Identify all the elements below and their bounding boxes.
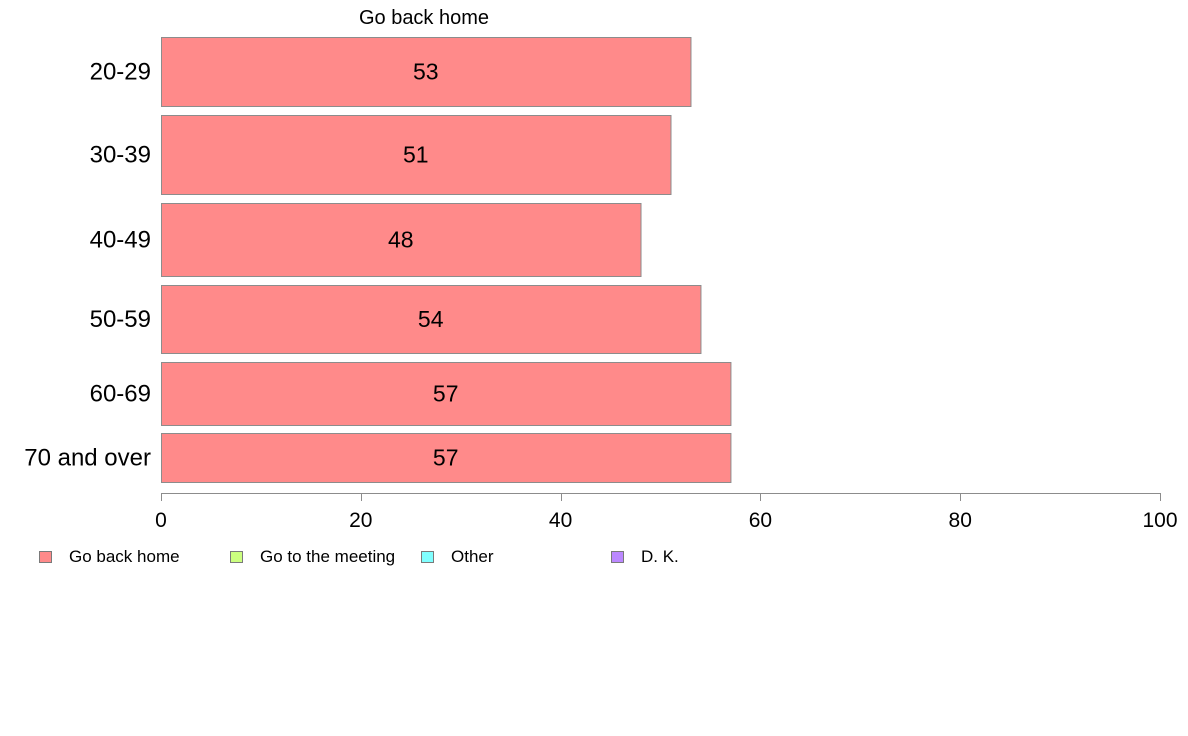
data-label-30-39: 51	[403, 142, 429, 168]
x-tick-label-100: 100	[1142, 509, 1177, 532]
legend-item-dk: D. K.	[611, 546, 679, 568]
y-tick-label-20-29: 20-29	[90, 59, 151, 86]
y-tick-label-60-69: 60-69	[90, 381, 151, 408]
bar-30-39	[161, 115, 672, 195]
legend-label-go-to-the-meeting: Go to the meeting	[260, 547, 396, 566]
y-tick-label-30-39: 30-39	[90, 142, 151, 169]
bar-70-and-over	[161, 433, 732, 483]
legend: Go back home Go to the meeting Other D. …	[0, 546, 1188, 568]
x-tick-label-40: 40	[549, 509, 572, 532]
legend-swatch-go-back-home	[39, 551, 52, 563]
series-title: Go back home	[359, 7, 489, 29]
legend-label-other: Other	[451, 547, 494, 566]
bar-40-49	[161, 203, 642, 277]
legend-swatch-go-to-the-meeting	[230, 551, 243, 563]
bars-group: 53 51 48 54 57 57	[161, 37, 732, 483]
data-label-20-29: 53	[413, 59, 439, 85]
legend-label-go-back-home: Go back home	[69, 547, 180, 566]
bar-20-29	[161, 37, 692, 107]
bar-60-69	[161, 362, 732, 426]
x-tick-label-0: 0	[155, 509, 167, 532]
data-label-40-49: 48	[388, 227, 414, 253]
x-tick-label-60: 60	[749, 509, 772, 532]
chart: Go back home 53 51 48 54 57 57 20-29 30-39 40-4…	[24, 7, 1178, 532]
bar-50-59	[161, 285, 702, 354]
y-axis-labels: 20-29 30-39 40-49 50-59 60-69 70 and over	[24, 59, 151, 472]
y-tick-label-70-and-over: 70 and over	[24, 445, 151, 472]
legend-item-go-to-the-meeting: Go to the meeting	[230, 546, 395, 568]
y-tick-label-40-49: 40-49	[90, 227, 151, 254]
data-label-70-and-over: 57	[433, 445, 459, 471]
y-tick-label-50-59: 50-59	[90, 306, 151, 333]
x-axis: 0 20 40 60 80 100	[155, 493, 1178, 532]
data-label-50-59: 54	[418, 306, 444, 332]
legend-swatch-other	[421, 551, 434, 563]
x-tick-label-20: 20	[349, 509, 372, 532]
legend-swatch-dk	[611, 551, 624, 563]
legend-item-other: Other	[421, 546, 494, 568]
legend-label-dk: D. K.	[641, 547, 679, 566]
data-label-60-69: 57	[433, 381, 459, 407]
legend-item-go-back-home: Go back home	[39, 546, 180, 568]
x-tick-label-80: 80	[949, 509, 972, 532]
